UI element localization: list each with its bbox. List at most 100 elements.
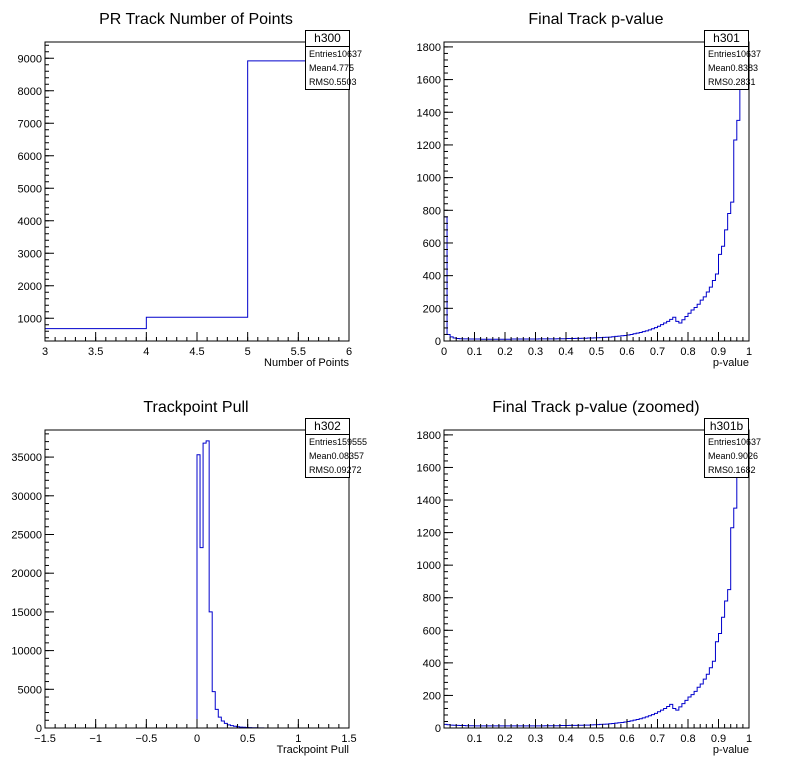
x-tick-label: 5	[245, 346, 251, 358]
y-tick-label: 30000	[11, 491, 42, 503]
x-axis-label: p-value	[713, 357, 749, 369]
x-tick-label: 0.5	[589, 346, 604, 358]
histogram-line	[444, 46, 749, 340]
y-tick-label: 600	[423, 238, 441, 250]
x-tick-label: 3	[42, 346, 48, 358]
x-tick-label: 0.9	[711, 346, 726, 358]
x-tick-label: 0.7	[650, 346, 665, 358]
x-tick-label: 1.5	[341, 733, 356, 745]
stats-value: 10637	[736, 437, 762, 447]
x-tick-label: 0.7	[650, 733, 665, 745]
stats-row-rms: RMS 0.09272	[306, 463, 362, 477]
y-tick-label: 1600	[417, 462, 441, 474]
y-tick-label: 600	[423, 625, 441, 637]
y-tick-label: 1000	[417, 173, 441, 185]
stats-row-rms: RMS 0.1682	[705, 463, 756, 477]
y-tick-label: 6000	[18, 151, 42, 163]
x-tick-label: 0.4	[558, 733, 573, 745]
y-tick-label: 10000	[11, 646, 42, 658]
x-tick-label: 1	[746, 733, 752, 745]
x-tick-label: 1	[746, 346, 752, 358]
stats-row-entries: Entries 10637	[306, 47, 362, 61]
y-tick-label: 800	[423, 593, 441, 605]
stats-row-mean: Mean 0.8383	[705, 61, 758, 75]
x-tick-label: 0.8	[680, 346, 695, 358]
stats-label: RMS	[309, 77, 329, 87]
x-tick-label: −1	[89, 733, 102, 745]
x-tick-label: 0.1	[467, 346, 482, 358]
stats-value: 0.2831	[728, 77, 756, 87]
x-tick-label: 0	[441, 346, 447, 358]
y-tick-label: 1200	[417, 140, 441, 152]
stats-label: RMS	[708, 77, 728, 87]
stats-value: 4.775	[331, 63, 355, 73]
x-tick-label: 0.6	[619, 346, 634, 358]
y-tick-label: 35000	[11, 452, 42, 464]
y-tick-label: 5000	[18, 684, 42, 696]
x-axis-label: p-value	[713, 744, 749, 756]
x-tick-label: −1.5	[34, 733, 56, 745]
y-tick-label: 400	[423, 658, 441, 670]
y-tick-label: 5000	[18, 183, 42, 195]
x-tick-label: 5.5	[291, 346, 306, 358]
stats-title: h302	[306, 419, 349, 435]
x-axis-label: Number of Points	[264, 357, 349, 369]
x-tick-label: 4	[143, 346, 149, 358]
stats-row-rms: RMS 0.5503	[306, 75, 357, 89]
x-tick-label: 0.8	[680, 733, 695, 745]
histogram-line	[444, 434, 749, 727]
y-tick-label: 200	[423, 690, 441, 702]
y-tick-label: 0	[435, 723, 441, 735]
stats-value: 0.8383	[730, 63, 759, 73]
chart-title: Final Track p-value (zoomed)	[492, 399, 699, 416]
y-tick-label: 400	[423, 271, 441, 283]
x-axis-label: Trackpoint Pull	[277, 744, 349, 756]
stats-box-h301: h301 Entries 10637 Mean 0.8383 RMS 0.283…	[704, 30, 761, 90]
y-tick-label: 25000	[11, 529, 42, 541]
y-tick-label: 4000	[18, 216, 42, 228]
x-tick-label: 0.9	[711, 733, 726, 745]
x-tick-label: 0.4	[558, 346, 573, 358]
y-tick-label: 1600	[417, 75, 441, 87]
y-tick-label: 2000	[18, 281, 42, 293]
x-tick-label: 0.2	[497, 733, 512, 745]
stats-label: Mean	[309, 451, 332, 461]
y-tick-label: 15000	[11, 607, 42, 619]
stats-label: Entries	[708, 437, 737, 447]
y-tick-label: 8000	[18, 86, 42, 98]
stats-value: 0.9026	[730, 451, 759, 461]
y-tick-label: 0	[36, 723, 42, 735]
y-tick-label: 1200	[417, 528, 441, 540]
stats-title: h301b	[705, 419, 748, 435]
y-tick-label: 1800	[417, 430, 441, 442]
stats-row-entries: Entries 10637	[705, 435, 761, 449]
chart-title: Trackpoint Pull	[143, 399, 248, 416]
y-tick-label: 0	[435, 336, 441, 348]
stats-label: RMS	[708, 465, 728, 475]
stats-label: Entries	[309, 49, 338, 59]
y-tick-label: 20000	[11, 568, 42, 580]
x-tick-label: 4.5	[189, 346, 204, 358]
y-tick-label: 1000	[417, 560, 441, 572]
chart-title: Final Track p-value	[528, 11, 663, 28]
stats-box-h301b: h301b Entries 10637 Mean 0.9026 RMS 0.16…	[704, 418, 761, 478]
y-tick-label: 1000	[18, 313, 42, 325]
x-tick-label: 0.5	[589, 733, 604, 745]
stats-label: Mean	[708, 451, 731, 461]
x-tick-label: 0	[194, 733, 200, 745]
x-tick-label: 0.5	[240, 733, 255, 745]
x-tick-label: 3.5	[88, 346, 103, 358]
stats-label: Mean	[708, 63, 731, 73]
x-tick-label: 0.1	[467, 733, 482, 745]
x-tick-label: 0.3	[528, 346, 543, 358]
y-tick-label: 1800	[417, 42, 441, 54]
stats-row-entries: Entries 159555	[306, 435, 367, 449]
stats-row-mean: Mean 4.775	[306, 61, 354, 75]
stats-row-rms: RMS 0.2831	[705, 75, 756, 89]
y-tick-label: 1400	[417, 495, 441, 507]
x-tick-label: 1	[295, 733, 301, 745]
x-tick-label: 0.2	[497, 346, 512, 358]
